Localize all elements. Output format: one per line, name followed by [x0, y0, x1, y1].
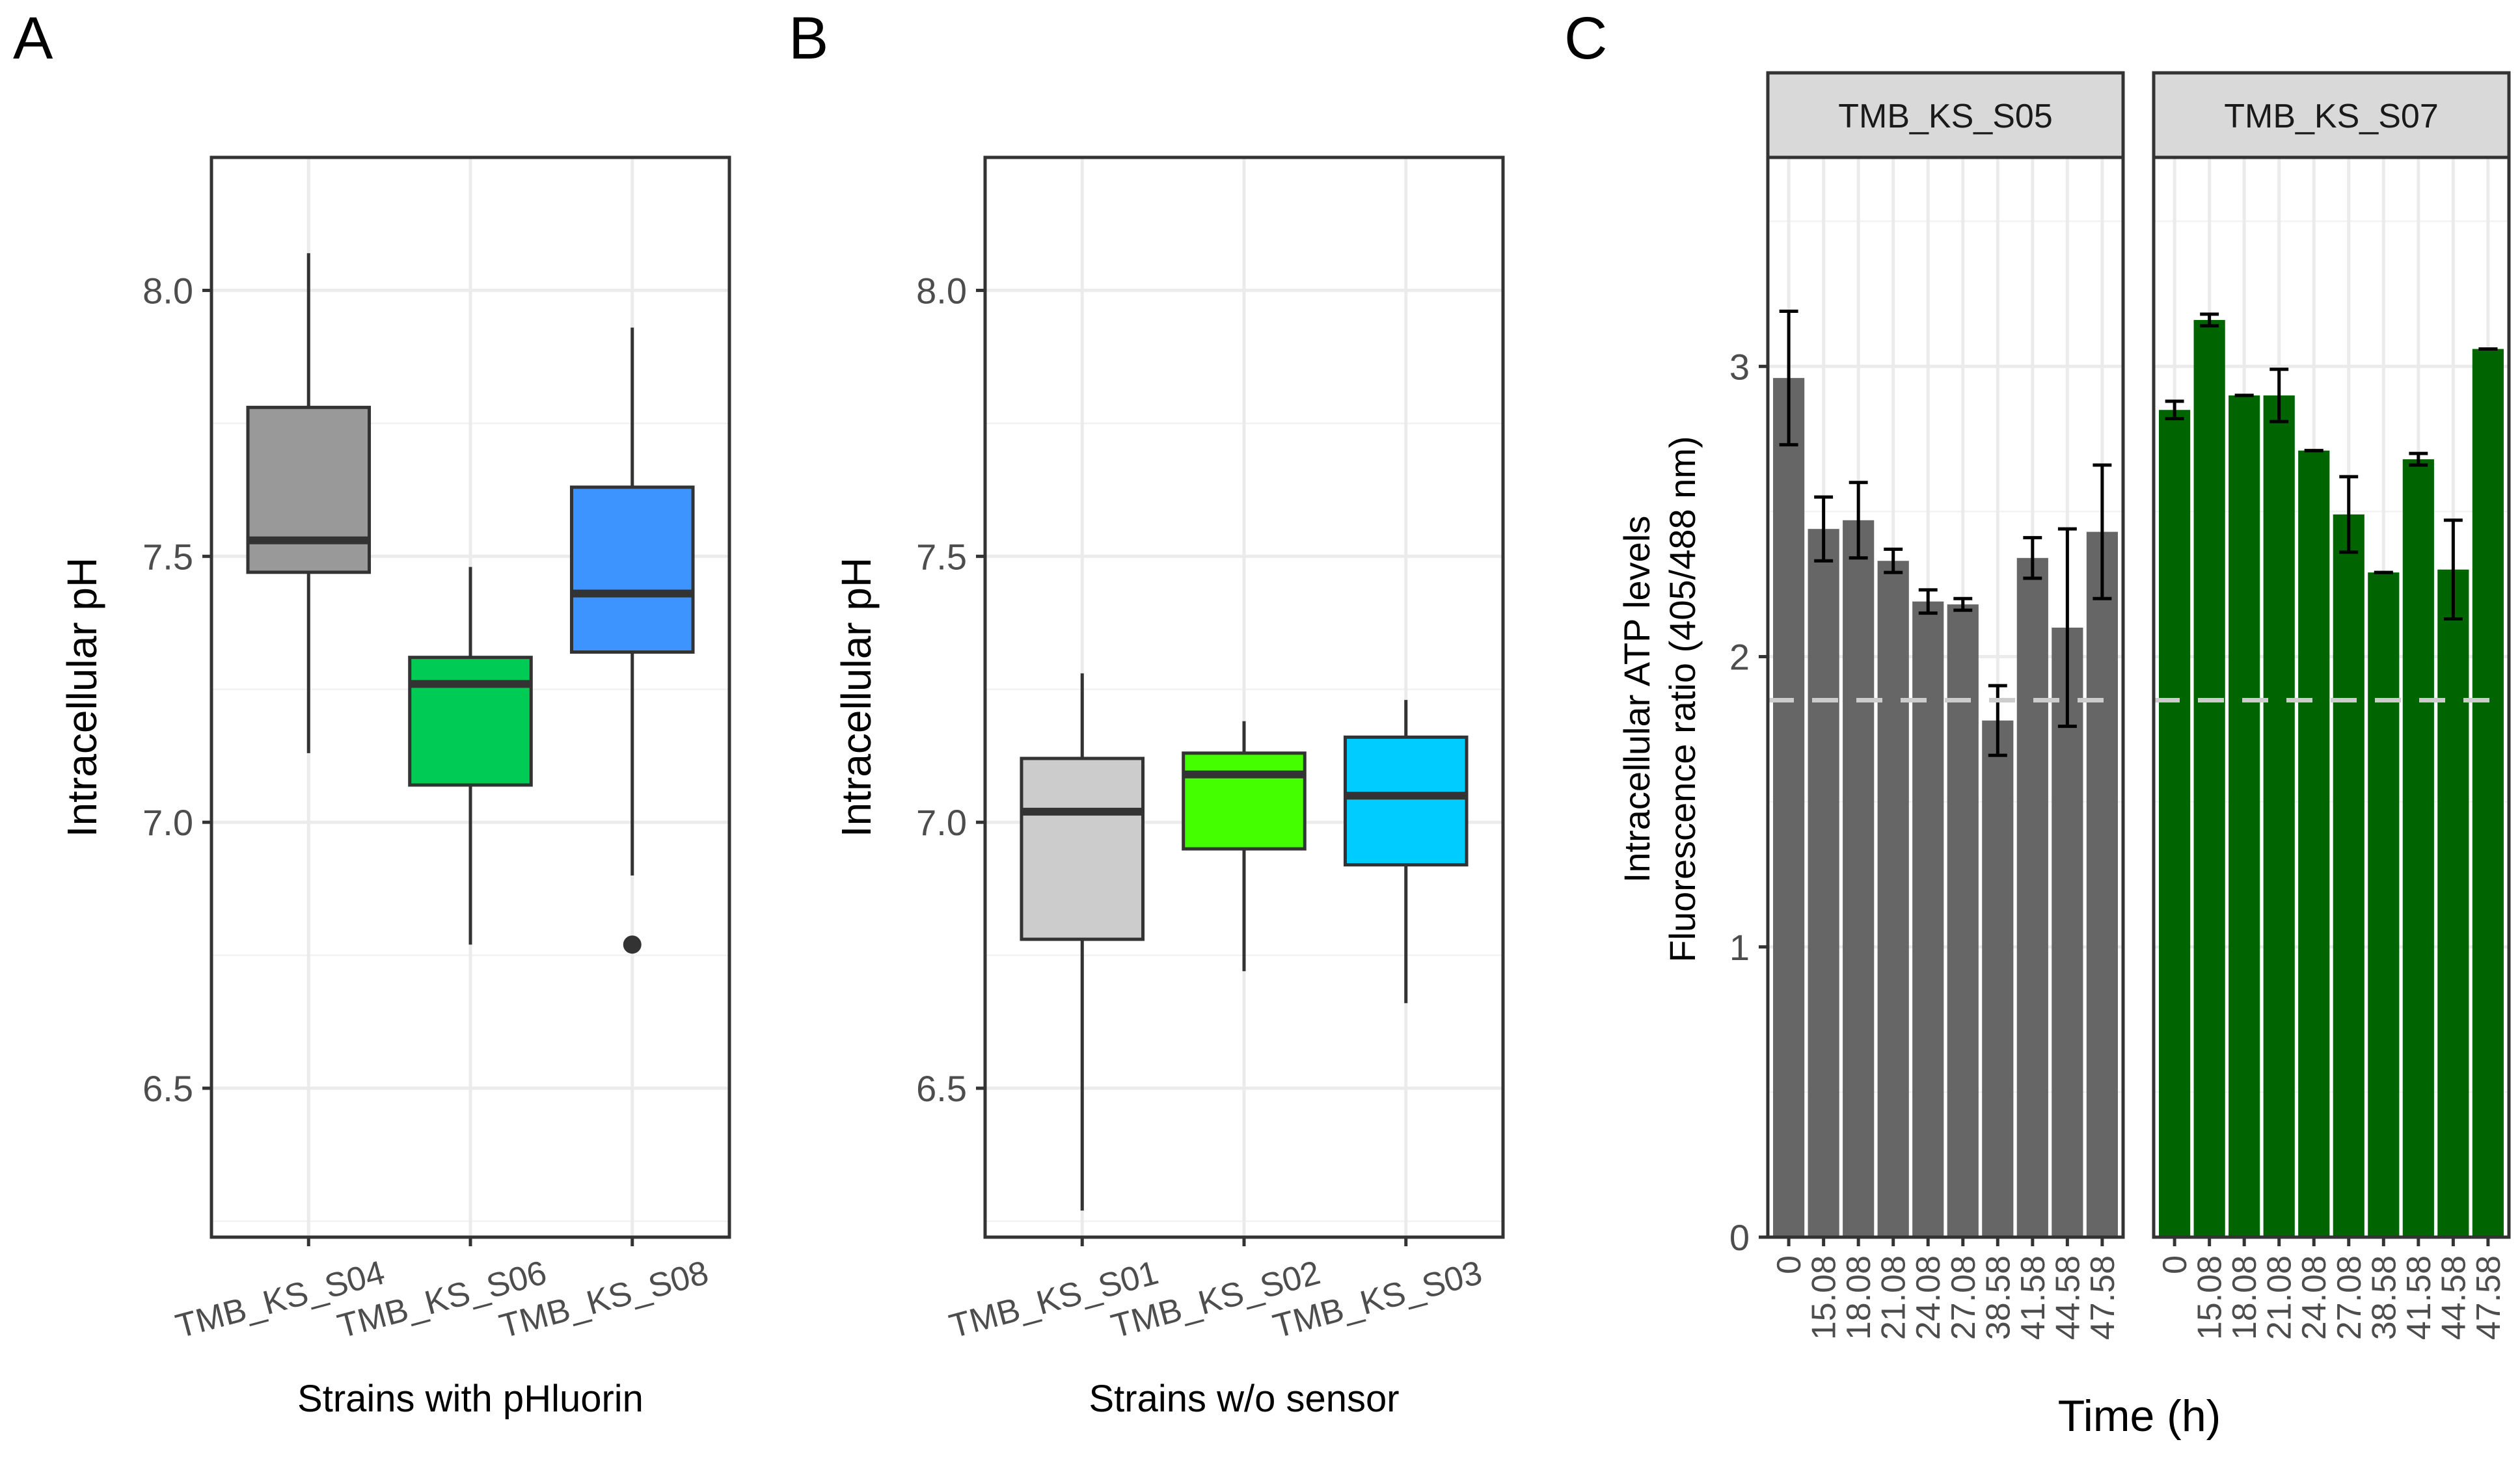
box-TMB_KS_S02 [1182, 751, 1307, 851]
x-tick-label: 24.08 [1910, 1255, 1947, 1340]
bar-TMB_KS_S05-27.08 [1947, 604, 1979, 1237]
x-tick-label: 47.58 [2084, 1255, 2122, 1340]
facet-frame-TMB_KS_S05 [1766, 155, 2125, 1239]
box-TMB_KS_S04 [246, 405, 372, 574]
panel-b-y-label: Intracellular pH [833, 557, 880, 837]
y-tick-label: 8.0 [916, 270, 967, 311]
panel-b: 6.57.07.58.0TMB_KS_S01TMB_KS_S02TMB_KS_S… [833, 155, 1505, 1420]
box-TMB_KS_S08 [569, 485, 695, 654]
facet-strip-label: TMB_KS_S07 [2224, 98, 2439, 135]
panel-label-b: B [789, 5, 828, 72]
y-tick-label: 8.0 [142, 270, 193, 311]
bar-TMB_KS_S07-15.08 [2193, 319, 2225, 1238]
x-tick-label: 0 [1770, 1255, 1808, 1274]
y-tick-label: 2 [1729, 637, 1750, 678]
panel-a: 6.57.07.58.0TMB_KS_S04TMB_KS_S06TMB_KS_S… [59, 155, 731, 1420]
bar-TMB_KS_S05-24.08 [1912, 601, 1944, 1237]
bar-TMB_KS_S05-47.58 [2086, 531, 2118, 1237]
y-tick-label: 0 [1729, 1217, 1750, 1258]
y-tick-label: 7.0 [142, 802, 193, 843]
panel-label-c: C [1564, 5, 1607, 72]
panel-b-boxes [1020, 673, 1469, 1211]
y-tick-label: 6.5 [142, 1068, 193, 1109]
bar-TMB_KS_S05-41.58 [2016, 557, 2048, 1238]
x-tick-label: 27.08 [1945, 1255, 1983, 1340]
x-tick-label: 0 [2156, 1255, 2194, 1274]
panel-c-axes: 015.0818.0821.0824.0827.0838.5841.5844.5… [1729, 346, 2508, 1340]
bar-TMB_KS_S07-47.58 [2472, 349, 2504, 1237]
box-TMB_KS_S01 [1020, 756, 1145, 941]
panel-label-a: A [13, 5, 53, 72]
x-tick-label: 18.08 [1840, 1255, 1878, 1340]
bar-TMB_KS_S07-41.58 [2402, 459, 2434, 1238]
x-tick-label: 18.08 [2226, 1255, 2264, 1340]
bar-TMB_KS_S07-21.08 [2263, 395, 2295, 1237]
panel-c-frames: TMB_KS_S05 TMB_KS_S07 [1766, 71, 2511, 1239]
bar-TMB_KS_S05-44.58 [2052, 627, 2083, 1237]
x-tick-label: 15.08 [2191, 1255, 2229, 1340]
y-tick-label: 3 [1729, 346, 1750, 387]
box-outlier-TMB_KS_S08 [623, 935, 642, 954]
x-tick-label: 38.58 [1979, 1255, 2017, 1340]
box-TMB_KS_S03 [1343, 735, 1469, 867]
bar-TMB_KS_S05-0 [1773, 378, 1805, 1237]
y-tick-label: 7.0 [916, 802, 967, 843]
panel-c: TMB_KS_S05 TMB_KS_S07 015.0818.0821.0824.… [1616, 71, 2511, 1441]
y-tick-label: 6.5 [916, 1068, 967, 1109]
y-tick-label: 7.5 [142, 536, 193, 577]
bar-TMB_KS_S05-15.08 [1808, 529, 1839, 1237]
bar-TMB_KS_S05-18.08 [1843, 520, 1875, 1238]
bar-TMB_KS_S07-0 [2159, 410, 2191, 1237]
facet-strip-TMB_KS_S05 [1766, 71, 2125, 159]
panel-a-boxes [246, 253, 695, 954]
x-tick-label: 15.08 [1806, 1255, 1843, 1340]
bar-TMB_KS_S07-24.08 [2298, 450, 2330, 1237]
x-tick-label: 47.58 [2470, 1255, 2508, 1340]
panel-a-x-label: Strains with pHluorin [297, 1378, 644, 1420]
bar-TMB_KS_S07-38.58 [2368, 572, 2400, 1237]
box-TMB_KS_S06 [408, 656, 533, 787]
panel-c-x-label: Time (h) [2058, 1391, 2221, 1441]
panel-c-y-label-line2: Fluorescence ratio (405/488 nm) [1662, 436, 1703, 962]
panel-b-x-label: Strains w/o sensor [1089, 1378, 1399, 1420]
bar-TMB_KS_S07-18.08 [2229, 395, 2260, 1237]
bar-TMB_KS_S05-21.08 [1877, 561, 1909, 1237]
x-tick-label: 21.08 [2261, 1255, 2299, 1340]
x-tick-label: 41.58 [2400, 1255, 2438, 1340]
x-tick-label: 27.08 [2331, 1255, 2368, 1340]
x-tick-label: 21.08 [1875, 1255, 1913, 1340]
facet-strip-label: TMB_KS_S05 [1838, 98, 2053, 135]
bar-TMB_KS_S05-38.58 [1982, 720, 2014, 1237]
x-tick-label: 38.58 [2365, 1255, 2403, 1340]
bar-TMB_KS_S07-27.08 [2333, 514, 2364, 1237]
y-tick-label: 7.5 [916, 536, 967, 577]
y-tick-label: 1 [1729, 927, 1750, 968]
panel-a-y-label: Intracellular pH [59, 557, 105, 837]
x-tick-label: 44.58 [2435, 1255, 2473, 1340]
bar-TMB_KS_S07-44.58 [2437, 569, 2469, 1237]
x-tick-label: 24.08 [2296, 1255, 2333, 1340]
x-tick-label: 41.58 [2014, 1255, 2052, 1340]
panel-c-bars [1768, 310, 2509, 1238]
x-tick-label: 44.58 [2049, 1255, 2087, 1340]
facet-frame-TMB_KS_S07 [2152, 155, 2511, 1239]
panel-c-y-label-line1: Intracellular ATP levels [1616, 516, 1657, 883]
